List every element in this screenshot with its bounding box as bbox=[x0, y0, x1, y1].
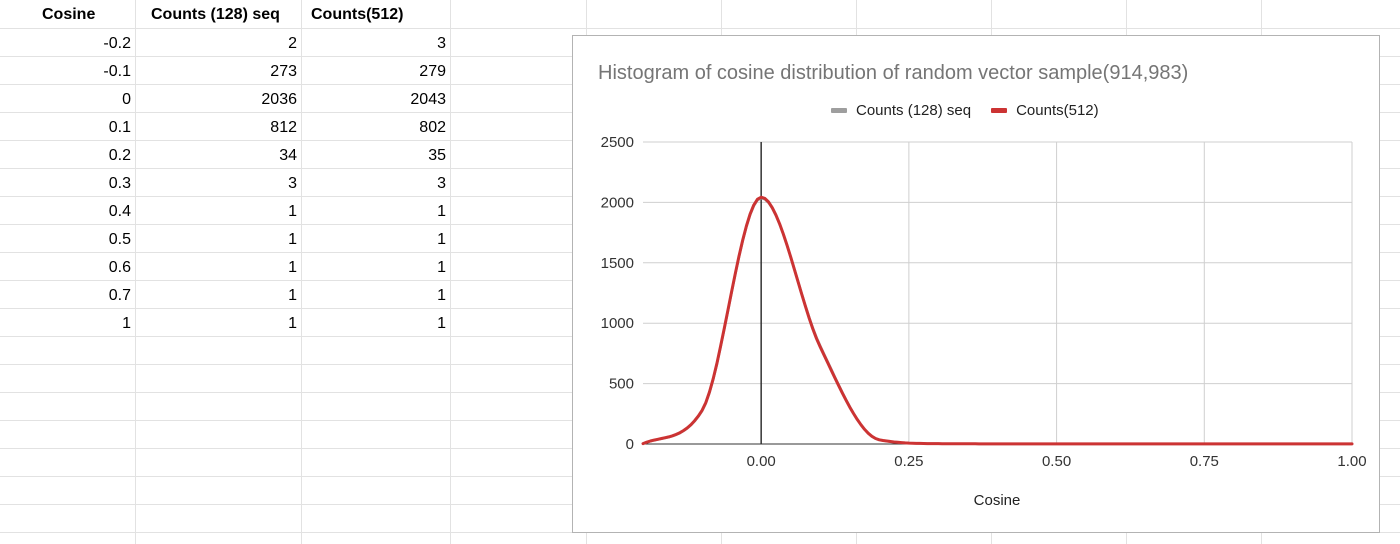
legend-swatch-counts-512 bbox=[991, 107, 1008, 113]
legend-swatch-counts-128 bbox=[831, 107, 847, 113]
table-cell[interactable]: 0.5 bbox=[108, 231, 131, 248]
table-cell[interactable]: 1 bbox=[288, 231, 297, 248]
table-cell[interactable]: 1 bbox=[437, 315, 446, 332]
table-cell[interactable]: 2 bbox=[288, 35, 297, 52]
chart-panel[interactable]: Histogram of cosine distribution of rand… bbox=[572, 35, 1380, 533]
series-line-counts-128 bbox=[641, 196, 1354, 446]
table-cell[interactable]: 802 bbox=[419, 119, 446, 136]
x-axis-title: Cosine bbox=[974, 492, 1021, 509]
y-tick-label: 2000 bbox=[601, 194, 634, 211]
table-cell[interactable]: 0.3 bbox=[108, 175, 131, 192]
table-cell[interactable]: 279 bbox=[419, 63, 446, 80]
table-cell[interactable]: 1 bbox=[122, 315, 131, 332]
table-cell[interactable]: 1 bbox=[288, 259, 297, 276]
x-tick-label: 0.25 bbox=[894, 453, 923, 470]
legend-item-counts-128: Counts (128) seq bbox=[831, 102, 971, 119]
y-tick-label: 500 bbox=[609, 376, 634, 393]
y-tick-label: 2500 bbox=[601, 134, 634, 151]
table-cell[interactable]: 1 bbox=[288, 203, 297, 220]
header-cell[interactable]: Counts (128) seq bbox=[151, 6, 280, 23]
x-tick-label: 0.50 bbox=[1042, 453, 1071, 470]
x-tick-label: 0.00 bbox=[747, 453, 776, 470]
table-cell[interactable]: 0.1 bbox=[108, 119, 131, 136]
header-cell[interactable]: Cosine bbox=[42, 6, 96, 23]
table-cell[interactable]: 1 bbox=[437, 259, 446, 276]
table-cell[interactable]: 0.6 bbox=[108, 259, 131, 276]
chart-plot-area: 0 500 1000 1500 2000 2500 0.00 0.25 0.50 0.75 1.00… bbox=[601, 134, 1367, 509]
y-tick-label: 0 bbox=[626, 436, 634, 453]
table-cell[interactable]: 3 bbox=[437, 175, 446, 192]
table-cell[interactable]: 2043 bbox=[410, 91, 446, 108]
table-cell[interactable]: 1 bbox=[437, 231, 446, 248]
table-cell[interactable]: 812 bbox=[270, 119, 297, 136]
legend-item-counts-512: Counts(512) bbox=[991, 102, 1099, 119]
table-cell[interactable]: 35 bbox=[428, 147, 446, 164]
chart-legend: Counts (128) seq Counts(512) bbox=[831, 100, 1119, 120]
chart-title: Histogram of cosine distribution of rand… bbox=[598, 62, 1189, 84]
table-cell[interactable]: -0.1 bbox=[103, 63, 131, 80]
y-tick-label: 1500 bbox=[601, 255, 634, 272]
table-cell[interactable]: 2036 bbox=[261, 91, 297, 108]
table-cell[interactable]: 1 bbox=[437, 203, 446, 220]
table-cell[interactable]: 3 bbox=[437, 35, 446, 52]
table-cell[interactable]: 0.4 bbox=[108, 203, 131, 220]
header-cell[interactable]: Counts(512) bbox=[311, 6, 404, 23]
table-cell[interactable]: -0.2 bbox=[103, 35, 131, 52]
table-cell[interactable]: 1 bbox=[288, 287, 297, 304]
x-tick-label: 1.00 bbox=[1337, 453, 1366, 470]
table-cell[interactable]: 1 bbox=[437, 287, 446, 304]
table-cell[interactable]: 0 bbox=[122, 91, 131, 108]
table-cell[interactable]: 0.7 bbox=[108, 287, 131, 304]
x-tick-label: 0.75 bbox=[1190, 453, 1219, 470]
table-cell[interactable]: 3 bbox=[288, 175, 297, 192]
legend-label-counts-512: Counts(512) bbox=[1016, 101, 1099, 119]
legend-label-counts-128: Counts (128) seq bbox=[856, 101, 972, 119]
y-tick-label: 1000 bbox=[601, 315, 634, 332]
table-cell[interactable]: 273 bbox=[270, 63, 297, 80]
table-cell[interactable]: 34 bbox=[279, 147, 297, 164]
table-cell[interactable]: 0.2 bbox=[108, 147, 131, 164]
series-line-counts-512 bbox=[641, 195, 1354, 446]
table-cell[interactable]: 1 bbox=[288, 315, 297, 332]
